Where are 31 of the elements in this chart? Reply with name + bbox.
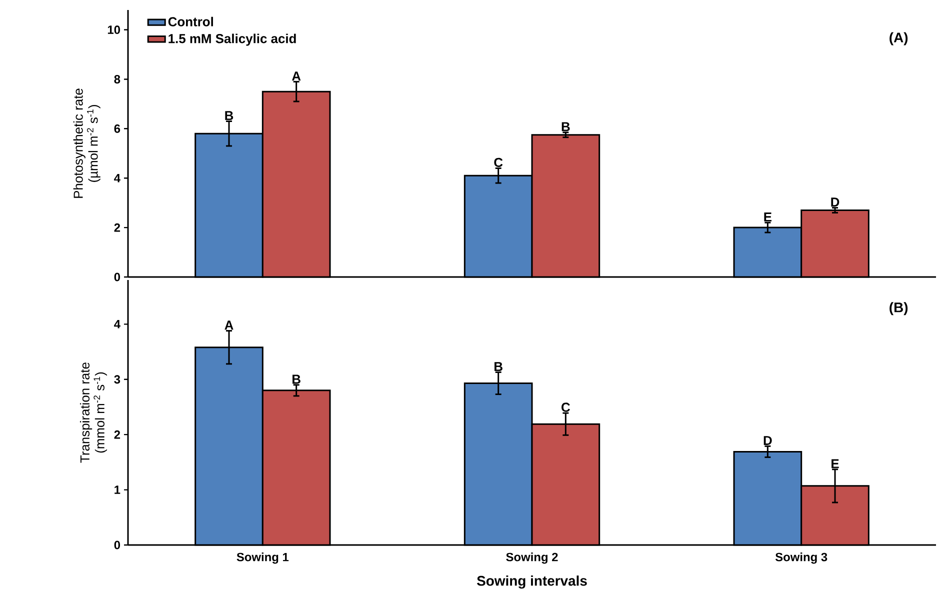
annotation: D [764,436,772,445]
annotation: (B) [890,302,908,316]
y-tick-label: 4 [114,320,120,328]
x-axis-title: Sowing intervals [476,576,587,589]
annotation: D [831,198,840,207]
y-tick-label: 2 [114,223,120,232]
annotation: (A) [890,32,908,46]
x-tick-label: Sowing 3 [775,552,828,564]
annotation: E [832,459,839,468]
annotation: B [494,362,502,371]
x-tick-label: Sowing 2 [506,552,558,564]
annotation: C [562,402,570,412]
annotation: A [224,320,234,330]
annotation: B [562,122,570,132]
y-tick-label: 4 [114,174,120,182]
y-tick-label: 10 [108,26,120,34]
y-tick-label: 0 [114,272,120,282]
y-tick-label: 1 [114,486,120,494]
y-tick-label: 2 [114,430,120,439]
y-tick-label: 3 [114,375,120,384]
legend-label: Control [168,16,213,26]
annotation: A [292,72,301,80]
y-tick-label: 0 [114,540,120,550]
x-tick-label: Sowing 1 [236,552,289,564]
y-tick-label: 6 [114,124,120,133]
y-tick-label: 8 [114,74,120,84]
annotation: C [494,158,503,168]
annotation: B [225,111,234,120]
legend-label: 1.5 mM Salicylic acid [168,34,296,46]
annotation: B [292,374,300,384]
annotation: E [764,212,772,222]
